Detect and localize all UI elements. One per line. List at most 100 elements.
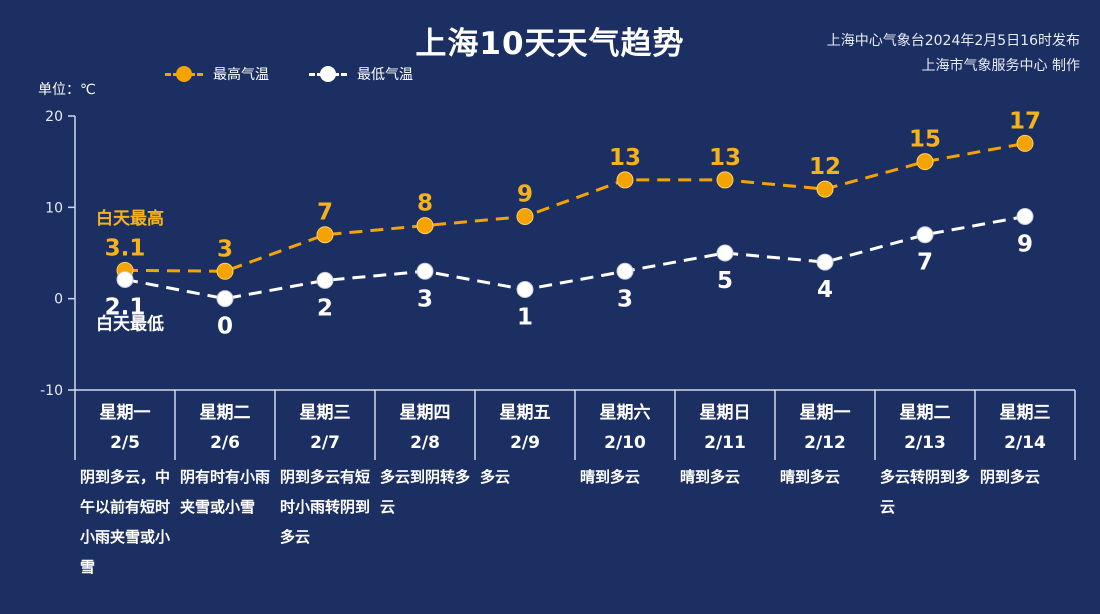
- chart-title: 上海10天天气趋势: [415, 26, 685, 62]
- high-temp-series-line: [124, 141, 1026, 273]
- day-header-cell: 星期二 2/13: [875, 392, 975, 460]
- low-temp-point: [1016, 207, 1034, 225]
- high-temp-data-label: 8: [417, 191, 433, 217]
- unit-label: 单位：℃: [38, 82, 96, 98]
- high-temp-data-label: 15: [909, 127, 941, 153]
- low-temp-data-label: 3: [417, 286, 433, 312]
- low-temp-point: [816, 253, 834, 271]
- y-tick-label: -10: [40, 383, 63, 399]
- low-temp-point: [416, 262, 434, 280]
- legend-low-marker-icon: [309, 66, 347, 82]
- low-temp-data-label: 3: [617, 286, 633, 312]
- high-temp-data-label: 3: [217, 236, 233, 262]
- day-date: 2/11: [704, 433, 746, 453]
- y-tick-label: 0: [54, 292, 63, 308]
- high-temp-point: [816, 180, 834, 198]
- high-temp-data-label: 13: [709, 145, 741, 171]
- day-date: 2/9: [510, 433, 540, 453]
- day-header-cell: 星期五 2/9: [475, 392, 575, 460]
- legend-item-low: 最低气温: [309, 64, 413, 84]
- low-temp-point: [616, 262, 634, 280]
- high-temp-point: [316, 226, 334, 244]
- high-temp-point: [1016, 134, 1034, 152]
- low-temp-point: [916, 226, 934, 244]
- day-weekday: 星期日: [699, 403, 751, 423]
- high-temp-point: [516, 207, 534, 225]
- day-date: 2/14: [1004, 433, 1046, 453]
- high-temp-point: [216, 262, 234, 280]
- day-date: 2/12: [804, 433, 846, 453]
- day-weekday: 星期一: [799, 403, 851, 423]
- day-weather-description: 阴到多云，中午以前有短时小雨夹雪或小雪: [80, 468, 171, 576]
- source-line-producer: 上海市气象服务中心 制作: [921, 58, 1080, 74]
- high-temp-data-label: 7: [317, 200, 333, 226]
- day-header-cell: 星期日 2/11: [675, 392, 775, 460]
- day-weather-description: 晴到多云: [780, 468, 841, 486]
- high-temp-point: [416, 217, 434, 235]
- y-tick-label: 20: [45, 109, 63, 125]
- day-date: 2/10: [604, 433, 646, 453]
- low-temp-point: [516, 281, 534, 299]
- legend-item-high: 最高气温: [165, 64, 269, 84]
- legend-low-label: 最低气温: [357, 67, 413, 83]
- day-date: 2/5: [110, 433, 140, 453]
- high-temp-point: [916, 153, 934, 171]
- low-temp-point: [716, 244, 734, 262]
- low-temp-point: [116, 270, 134, 288]
- day-weekday: 星期三: [999, 403, 1051, 423]
- day-weekday: 星期三: [299, 403, 351, 423]
- day-header-cell: 星期一 2/5: [75, 392, 175, 460]
- day-weather-description: 晴到多云: [580, 468, 641, 486]
- y-tick-label: 10: [45, 200, 63, 216]
- day-weather-description: 多云转阴到多云: [880, 468, 971, 516]
- day-date: 2/6: [210, 433, 240, 453]
- day-weather-description: 阴到多云有短时小雨转阴到多云: [280, 468, 371, 546]
- annotation-daytime-low: 白天最低: [96, 314, 164, 335]
- day-weather-description: 多云: [480, 468, 511, 486]
- day-header-cell: 星期二 2/6: [175, 392, 275, 460]
- day-date: 2/13: [904, 433, 946, 453]
- low-temp-data-label: 5: [717, 268, 733, 294]
- day-weather-description: 阴到多云: [980, 468, 1041, 486]
- low-temp-data-label: 0: [217, 314, 233, 340]
- day-weather-description: 晴到多云: [680, 468, 741, 486]
- day-weather-description: 多云到阴转多云: [380, 468, 471, 516]
- day-weekday: 星期六: [599, 403, 651, 423]
- high-temp-data-label: 3.1: [105, 235, 146, 261]
- low-temp-data-label: 9: [1017, 231, 1033, 257]
- day-header-cell: 星期六 2/10: [575, 392, 675, 460]
- high-temp-data-label: 9: [517, 181, 533, 207]
- legend-high-label: 最高气温: [213, 67, 269, 83]
- high-temp-data-label: 13: [609, 145, 641, 171]
- low-temp-point: [316, 271, 334, 289]
- high-temp-point: [616, 171, 634, 189]
- low-temp-data-label: 2.1: [105, 294, 146, 320]
- day-weekday: 星期五: [499, 403, 551, 423]
- source-line-publisher: 上海中心气象台2024年2月5日16时发布: [826, 33, 1080, 49]
- day-header-cell: 星期三 2/14: [975, 392, 1075, 460]
- high-temp-data-label: 12: [809, 154, 841, 180]
- day-header-cell: 星期一 2/12: [775, 392, 875, 460]
- low-temp-data-label: 2: [317, 295, 333, 321]
- high-temp-data-label: 17: [1009, 108, 1041, 134]
- chart-legend: 最高气温 最低气温: [165, 64, 413, 84]
- day-weekday: 星期四: [399, 403, 451, 423]
- day-weekday: 星期二: [899, 403, 951, 423]
- day-weekday: 星期一: [99, 403, 151, 423]
- legend-high-marker-icon: [165, 66, 203, 82]
- low-temp-data-label: 7: [917, 250, 933, 276]
- day-weather-description: 阴有时有小雨夹雪或小雪: [180, 468, 271, 516]
- high-temp-point: [716, 171, 734, 189]
- annotation-daytime-high: 白天最高: [96, 208, 164, 229]
- day-date: 2/8: [410, 433, 440, 453]
- day-header-cell: 星期三 2/7: [275, 392, 375, 460]
- day-weekday: 星期二: [199, 403, 251, 423]
- low-temp-data-label: 4: [817, 277, 833, 303]
- low-temp-series-line: [124, 214, 1026, 301]
- low-temp-data-label: 1: [517, 305, 533, 331]
- low-temp-point: [216, 290, 234, 308]
- day-header-cell: 星期四 2/8: [375, 392, 475, 460]
- day-date: 2/7: [310, 433, 340, 453]
